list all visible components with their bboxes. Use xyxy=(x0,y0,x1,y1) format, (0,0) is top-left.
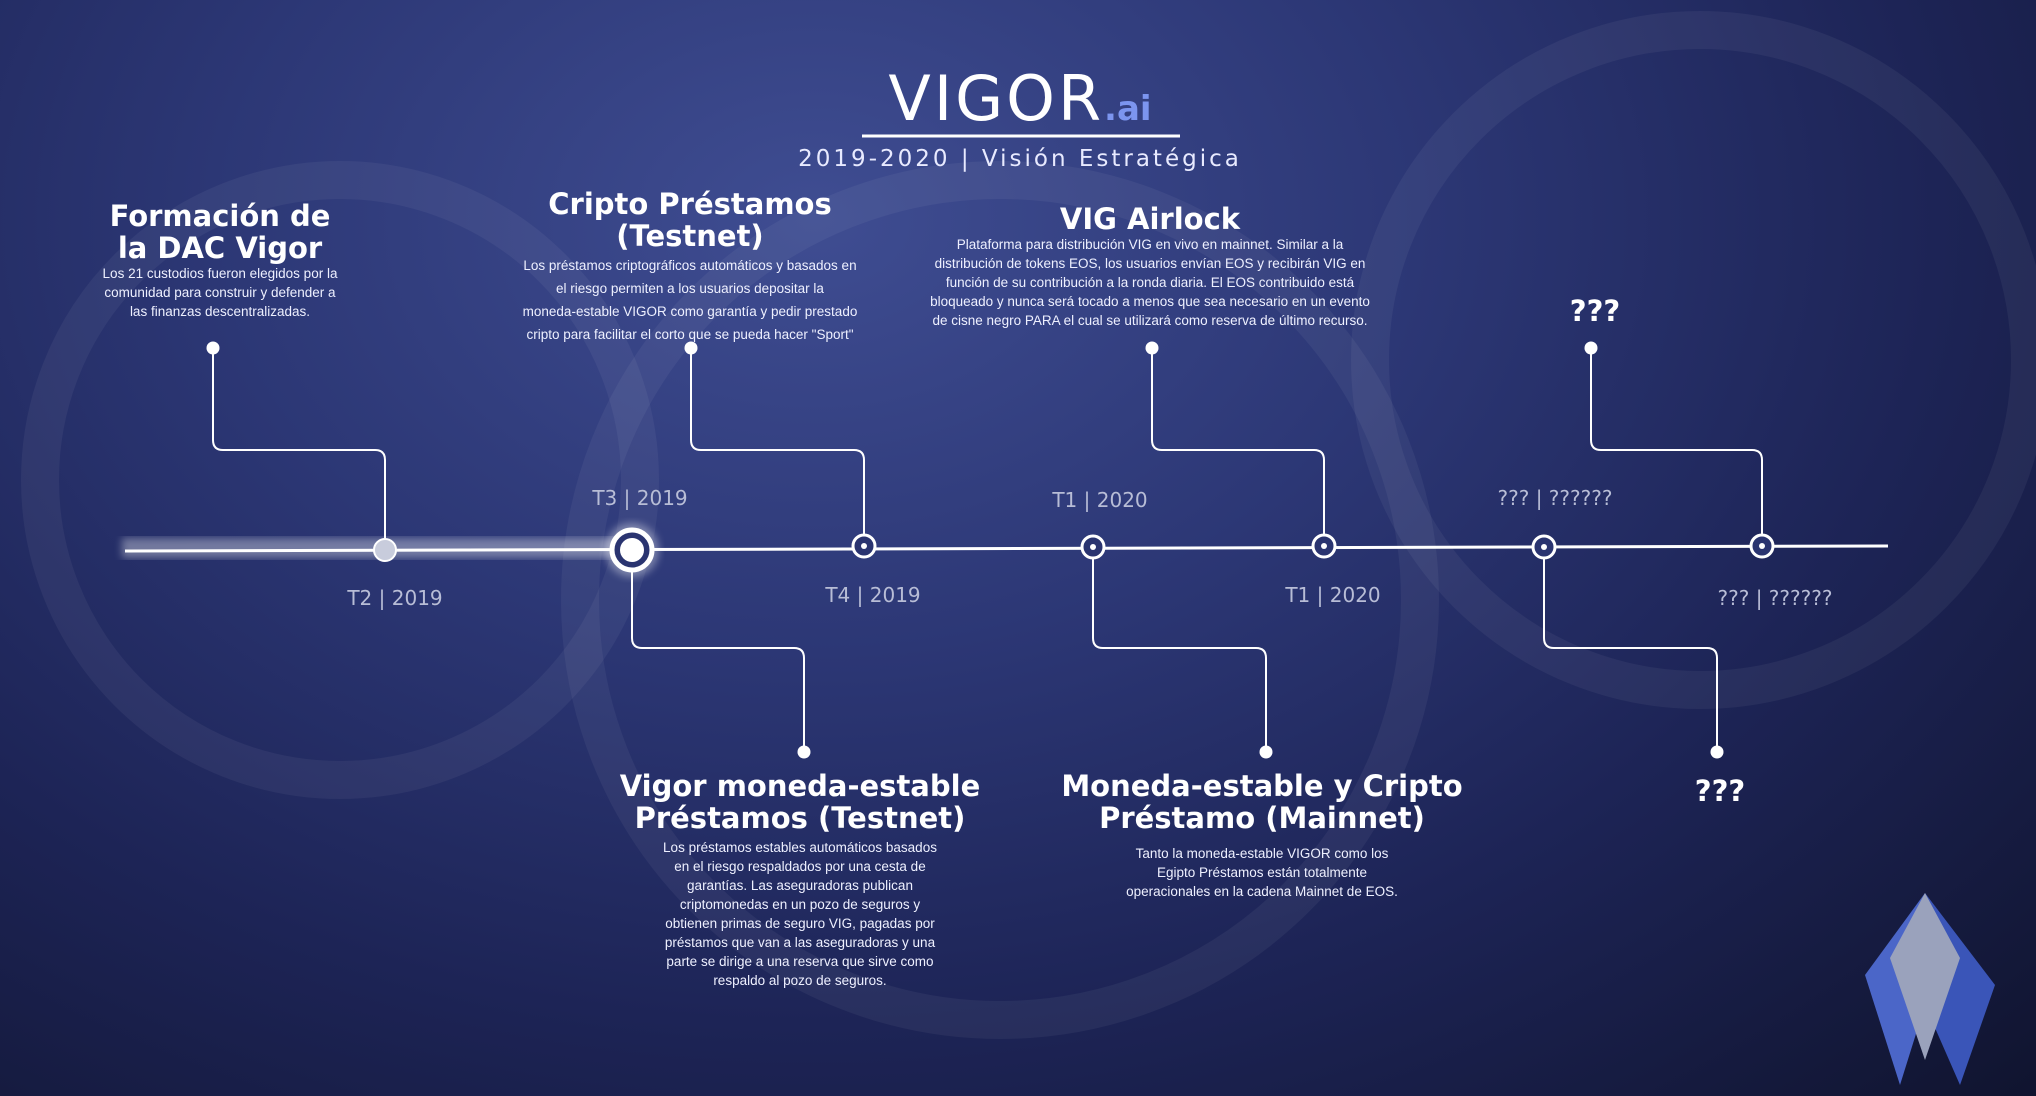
timeline-node-completed xyxy=(373,538,397,562)
logo-suffix: .ai xyxy=(1104,89,1152,129)
vigor-diamond-logo xyxy=(1865,893,1995,1085)
milestone-4: Moneda-estable y Cripto Préstamo (Mainne… xyxy=(1052,770,1472,901)
milestone-endpoint xyxy=(1259,745,1273,759)
milestone-title: Moneda-estable y Cripto Préstamo (Mainne… xyxy=(1061,769,1463,835)
milestone-endpoint xyxy=(1710,745,1724,759)
milestone-title: ??? xyxy=(1694,774,1746,808)
milestone-title: ??? xyxy=(1569,294,1621,328)
milestone-endpoint xyxy=(797,745,811,759)
milestone-endpoint xyxy=(1584,341,1598,355)
date-label: ??? | ?????? xyxy=(1717,586,1833,610)
date-label: T4 | 2019 xyxy=(825,583,921,607)
milestone-description: Tanto la moneda-estable VIGOR como los E… xyxy=(1126,846,1398,899)
connector-5 xyxy=(1151,348,1325,546)
milestone-description: Los préstamos estables automáticos basad… xyxy=(663,840,937,988)
connector-3 xyxy=(690,348,865,546)
logo-text: VIGOR xyxy=(888,62,1105,135)
milestone-endpoint xyxy=(684,341,698,355)
milestone-2: Vigor moneda-estable Préstamos (Testnet)… xyxy=(590,770,1010,990)
milestone-title: Cripto Préstamos (Testnet) xyxy=(548,187,832,253)
milestone-6: ??? xyxy=(1535,295,1655,327)
milestone-endpoint xyxy=(206,341,220,355)
connector-6 xyxy=(1543,547,1718,752)
milestone-description: Los 21 custodios fueron elegidos por la … xyxy=(102,266,338,319)
milestone-title: Formación de la DAC Vigor xyxy=(109,199,331,265)
date-label: T1 | 2020 xyxy=(1052,488,1148,512)
connector-2 xyxy=(631,550,805,752)
milestone-description: Plataforma para distribución VIG en vivo… xyxy=(930,237,1370,328)
date-label: ??? | ?????? xyxy=(1497,486,1613,510)
milestone-title: VIG Airlock xyxy=(1059,202,1241,236)
vigor-logo: VIGOR.ai xyxy=(860,62,1180,135)
date-label: T3 | 2019 xyxy=(592,486,688,510)
milestone-1: Formación de la DAC Vigor Los 21 custodi… xyxy=(60,200,380,321)
connector-4 xyxy=(1092,548,1267,752)
connector-7 xyxy=(1590,348,1763,546)
timeline-axis xyxy=(124,544,1889,553)
milestone-description: Los préstamos criptográficos automáticos… xyxy=(522,258,858,342)
date-label: T2 | 2019 xyxy=(347,586,443,610)
milestone-title: Vigor moneda-estable Préstamos (Testnet) xyxy=(619,769,981,835)
milestone-5: VIG Airlock Plataforma para distribución… xyxy=(900,203,1400,330)
connector-1 xyxy=(212,348,386,548)
date-label: T1 | 2020 xyxy=(1285,583,1381,607)
milestone-3: Cripto Préstamos (Testnet) Los préstamos… xyxy=(480,188,900,346)
milestone-7: ??? xyxy=(1660,775,1780,807)
milestone-endpoint xyxy=(1145,341,1159,355)
page-subtitle: 2019-2020 | Visión Estratégica xyxy=(798,146,1242,172)
